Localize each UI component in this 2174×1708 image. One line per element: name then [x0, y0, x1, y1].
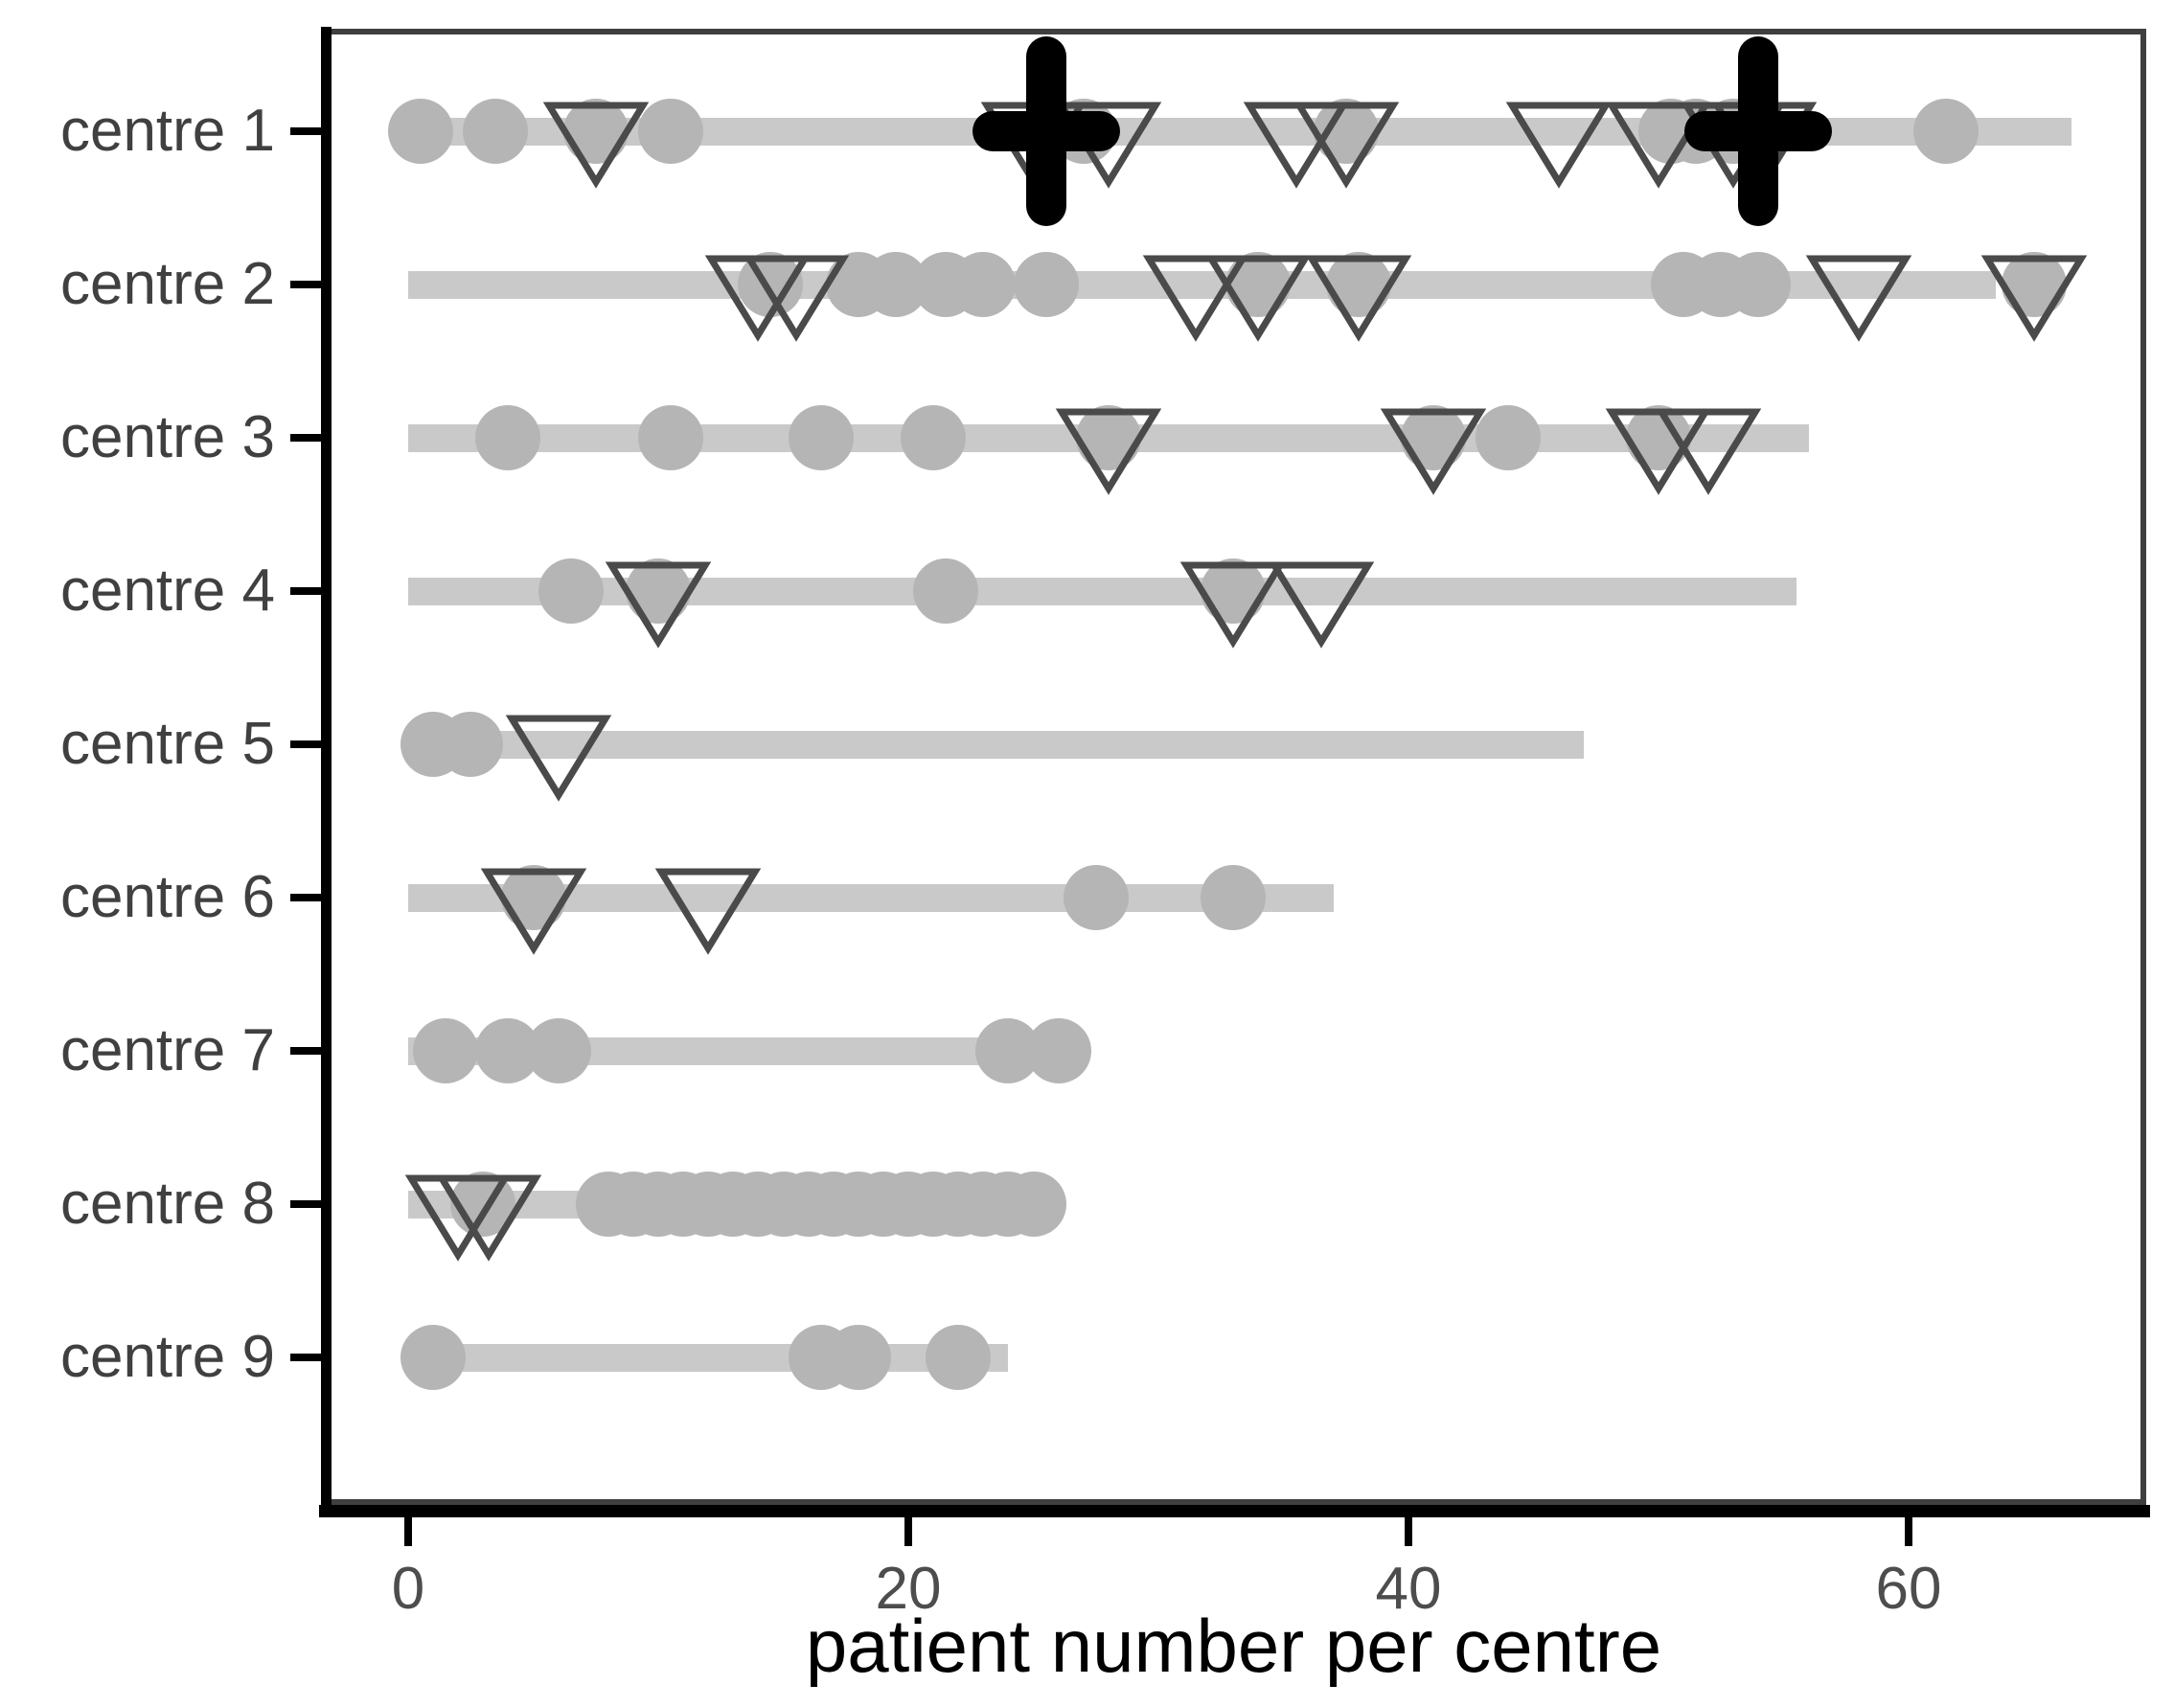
plus-marker-horizontal	[972, 111, 1120, 151]
y-tick-mark	[290, 434, 321, 442]
patient-dot	[1476, 405, 1542, 470]
y-tick-mark	[290, 894, 321, 901]
event-triangle-icon	[1655, 408, 1762, 495]
event-triangle-icon	[654, 868, 762, 955]
event-triangle-icon	[1205, 255, 1312, 342]
x-tick-mark	[904, 1517, 912, 1546]
patient-dot	[825, 1325, 891, 1390]
y-category-label: centre 6	[59, 864, 275, 930]
patient-dot	[1201, 865, 1267, 930]
patient-dot	[901, 405, 967, 470]
event-triangle-icon	[1180, 561, 1287, 649]
y-category-label: centre 8	[59, 1171, 275, 1237]
x-axis-title: patient number per centre	[805, 1604, 1662, 1688]
y-category-label: centre 4	[59, 558, 275, 624]
event-triangle-icon	[743, 255, 849, 342]
event-triangle-icon	[505, 715, 611, 802]
event-triangle-icon	[1505, 102, 1612, 189]
x-tick-label: 0	[391, 1556, 425, 1622]
patient-dot	[1063, 865, 1129, 930]
y-category-label: centre 1	[59, 98, 275, 164]
y-tick-mark	[290, 1200, 321, 1208]
patient-dot	[463, 99, 529, 164]
event-triangle-icon	[1805, 255, 1912, 342]
x-tick-mark	[404, 1517, 412, 1546]
x-tick-mark	[1405, 1517, 1412, 1546]
patient-dot	[1000, 1172, 1066, 1237]
event-triangle-icon	[1305, 255, 1412, 342]
event-triangle-icon	[1980, 255, 2087, 342]
patient-dot	[1726, 252, 1792, 317]
patient-dot	[950, 252, 1017, 317]
event-triangle-icon	[542, 102, 649, 189]
patient-dot	[413, 1018, 479, 1083]
patient-dot	[638, 405, 704, 470]
event-triangle-icon	[1055, 408, 1162, 495]
patient-dot	[475, 405, 541, 470]
event-triangle-icon	[605, 561, 712, 649]
event-triangle-icon	[1142, 255, 1249, 342]
patient-dot	[538, 558, 604, 624]
y-tick-mark	[290, 1354, 321, 1361]
x-tick-label: 40	[1375, 1556, 1442, 1622]
patient-dot	[388, 99, 454, 164]
y-tick-mark	[290, 1047, 321, 1055]
patient-dot	[1013, 252, 1079, 317]
patient-dot	[926, 1325, 992, 1390]
patient-dot	[400, 1325, 467, 1390]
plus-marker-horizontal	[1684, 111, 1833, 151]
event-triangle-icon	[1268, 561, 1374, 649]
event-triangle-icon	[1605, 102, 1712, 189]
y-tick-mark	[290, 587, 321, 595]
patient-dot	[525, 1018, 591, 1083]
event-triangle-icon	[435, 1174, 541, 1262]
y-tick-mark	[290, 127, 321, 135]
event-triangle-icon	[1293, 102, 1399, 189]
y-axis-line	[321, 27, 332, 1509]
patient-dot	[638, 99, 704, 164]
y-tick-mark	[290, 740, 321, 748]
y-category-label: centre 7	[59, 1017, 275, 1083]
patient-dot	[438, 712, 504, 777]
patient-dot	[1913, 99, 1979, 164]
y-category-label: centre 2	[59, 251, 275, 317]
patient-dot	[913, 558, 979, 624]
event-triangle-icon	[1380, 408, 1487, 495]
patient-dot	[1025, 1018, 1091, 1083]
range-line	[408, 730, 1584, 759]
x-tick-label: 20	[875, 1556, 942, 1622]
y-category-label: centre 5	[59, 711, 275, 777]
y-category-label: centre 3	[59, 404, 275, 470]
patient-dot	[788, 405, 854, 470]
x-tick-mark	[1905, 1517, 1912, 1546]
y-category-label: centre 9	[59, 1324, 275, 1390]
x-tick-label: 60	[1875, 1556, 1942, 1622]
range-line	[433, 1343, 1009, 1372]
event-triangle-icon	[480, 868, 586, 955]
y-tick-mark	[290, 281, 321, 288]
x-axis-line	[319, 1505, 2150, 1517]
